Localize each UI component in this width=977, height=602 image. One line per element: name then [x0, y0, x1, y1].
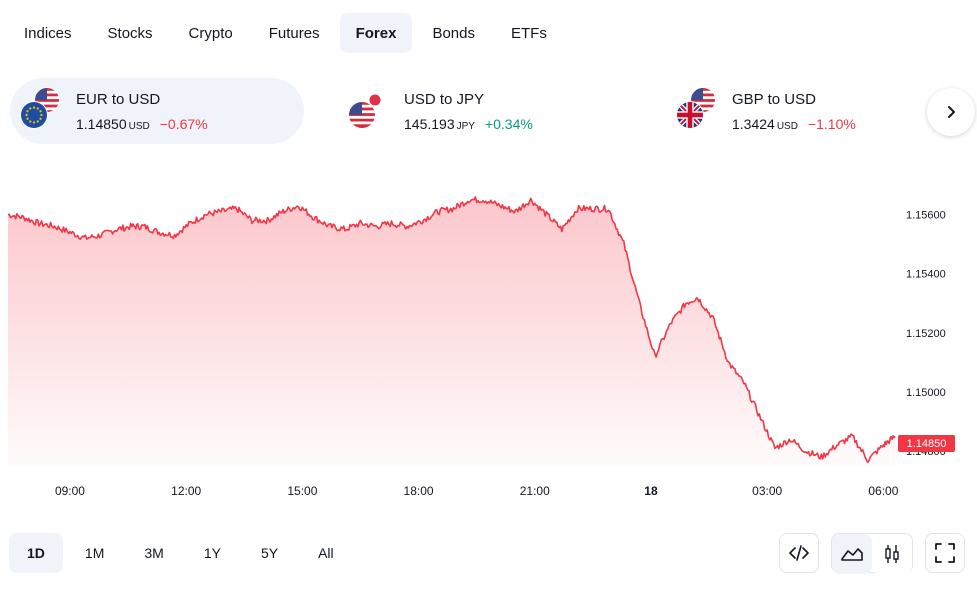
ticker-usd-jpy[interactable]: USD to JPY 145.193 JPY +0.34% — [338, 78, 598, 144]
range-all[interactable]: All — [318, 545, 334, 561]
tab-bonds[interactable]: Bonds — [432, 24, 475, 42]
y-tick-label: 1.15000 — [906, 387, 946, 399]
candlestick-icon — [885, 545, 899, 563]
tab-etfs[interactable]: ETFs — [511, 24, 547, 42]
ticker-name: EUR to USD — [76, 90, 161, 108]
y-tick-label: 1.15400 — [906, 269, 946, 281]
area-chart-button[interactable] — [832, 534, 872, 574]
chart-style-toggle — [831, 533, 913, 574]
last-price-label: 1.14850 — [898, 435, 955, 452]
x-tick-label: 06:00 — [868, 484, 898, 498]
range-selector: 1D 1M 3M 1Y 5Y All — [9, 533, 352, 573]
us-flag-icon — [348, 101, 376, 129]
x-tick-label: 21:00 — [520, 484, 550, 498]
ticker-currency: USD — [776, 120, 798, 132]
embed-button[interactable] — [779, 533, 819, 573]
currency-pair-flags — [348, 87, 396, 135]
x-tick-label: 03:00 — [752, 484, 782, 498]
ticker-currency: JPY — [456, 120, 475, 132]
ticker-price: 145.193 — [404, 115, 455, 132]
currency-pair-flags — [20, 87, 68, 135]
tab-stocks[interactable]: Stocks — [107, 24, 153, 42]
x-tick-label: 12:00 — [171, 484, 201, 498]
ticker-name: USD to JPY — [404, 90, 485, 108]
y-tick-label: 1.15200 — [906, 328, 946, 340]
x-tick-label: 15:00 — [287, 484, 317, 498]
price-line — [7, 196, 896, 464]
price-area-fill — [8, 196, 895, 466]
chevron-right-icon — [948, 106, 955, 118]
ticker-price: 1.14850 — [76, 115, 127, 132]
ticker-gbp-usd[interactable]: GBP to USD 1.3424 USD −1.10% — [666, 78, 926, 144]
fullscreen-button[interactable] — [925, 533, 965, 573]
y-tick-label: 1.15600 — [906, 210, 946, 222]
currency-pair-flags — [676, 87, 724, 135]
range-1m[interactable]: 1M — [84, 545, 105, 561]
candlestick-chart-button[interactable] — [872, 534, 912, 574]
tab-futures[interactable]: Futures — [268, 24, 320, 42]
ticker-strip: EUR to USD 1.14850 USD −0.67% USD to JPY — [10, 78, 970, 144]
ticker-price: 1.3424 — [732, 115, 775, 132]
area-chart-icon — [841, 548, 863, 561]
range-1d[interactable]: 1D — [9, 533, 63, 573]
tab-forex[interactable]: Forex — [339, 13, 413, 53]
gb-flag-icon — [676, 101, 704, 129]
ticker-name: GBP to USD — [732, 90, 816, 108]
ticker-change: −0.67% — [159, 115, 208, 132]
ticker-currency: USD — [128, 120, 150, 132]
range-5y[interactable]: 5Y — [260, 545, 279, 561]
tab-crypto[interactable]: Crypto — [188, 24, 233, 42]
eu-flag-icon — [20, 101, 48, 129]
x-tick-label: 18:00 — [404, 484, 434, 498]
ticker-change: +0.34% — [484, 115, 533, 132]
fullscreen-icon — [935, 543, 955, 563]
tab-indices[interactable]: Indices — [24, 24, 72, 42]
next-tickers-button[interactable] — [927, 88, 975, 136]
market-tabs: Indices Stocks Crypto Futures Forex Bond… — [8, 13, 563, 53]
x-tick-label: 09:00 — [55, 484, 85, 498]
ticker-change: −1.10% — [807, 115, 856, 132]
us-flag-icon — [690, 87, 716, 113]
range-3m[interactable]: 3M — [144, 545, 164, 561]
chart-tools — [779, 533, 965, 574]
x-tick-label: 18 — [644, 484, 658, 498]
ticker-eur-usd[interactable]: EUR to USD 1.14850 USD −0.67% — [10, 78, 304, 144]
range-1y[interactable]: 1Y — [203, 545, 221, 561]
code-icon — [789, 545, 809, 561]
